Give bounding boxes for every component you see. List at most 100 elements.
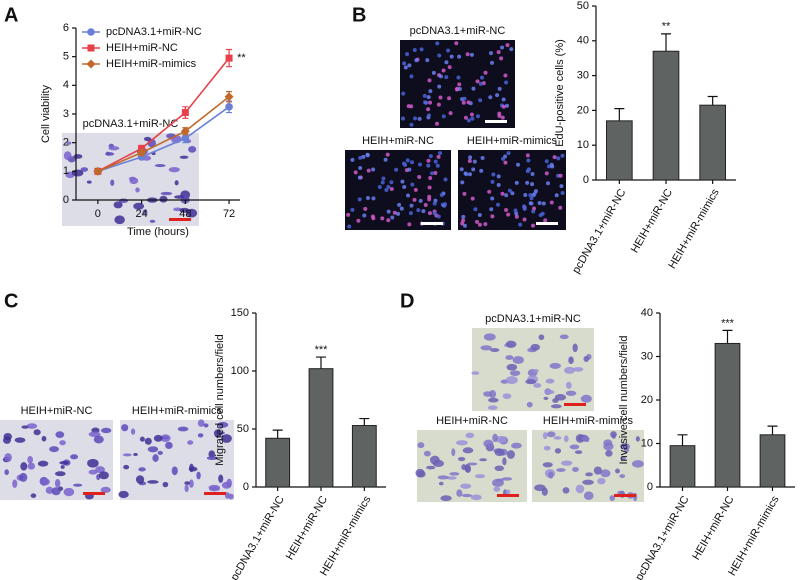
cell [449,472,460,476]
cell [174,195,185,199]
cell [224,492,230,499]
error-bar [359,417,370,426]
panel-label: B [352,4,366,26]
cell [380,216,385,221]
cell [565,381,572,389]
y-axis-label: Cell viability [40,84,52,143]
cell [494,448,505,457]
y-tick-label: 4 [63,79,69,91]
cell [509,370,521,376]
cell [463,115,468,120]
cell [600,469,611,478]
cell [357,175,362,180]
y-tick-label: 0 [63,194,69,206]
cell [189,479,194,488]
cell [560,153,565,158]
cell [470,494,482,501]
cell [479,168,484,173]
cell [26,423,38,429]
error-bar [661,33,671,52]
cell [187,440,194,445]
cell [449,54,454,59]
cell [463,171,468,176]
cell [12,479,18,488]
cell [469,52,474,57]
cell [474,219,479,224]
cell [489,390,497,399]
micrograph-caption: HEIH+miR-NC [436,415,508,427]
cell [581,436,590,441]
micrograph-caption: HEIH+miR-NC [21,405,93,417]
cell [460,180,465,185]
cell [19,472,28,482]
micrograph-caption: HEIH+miR-mimics [467,135,558,147]
cell [572,466,579,472]
cell [562,487,570,494]
cell [389,187,394,192]
cell [123,464,130,470]
cell [66,141,72,145]
cell [497,111,502,116]
cell [433,171,438,176]
cell [409,203,414,208]
cell [203,423,209,428]
cell [454,87,459,92]
cell [615,468,620,474]
cell [426,158,431,163]
cell [496,182,501,187]
cell [456,440,468,446]
micrograph [458,150,566,230]
cell [363,206,368,211]
cell [426,163,431,168]
cell [59,440,66,446]
scale-bar [169,218,191,221]
cell [149,219,156,223]
cell [471,86,476,91]
annotation: *** [721,317,735,329]
cell [157,450,163,456]
cell [465,432,475,439]
cell [544,159,549,164]
y-tick-label: 0 [647,481,653,493]
micrograph-caption: HEIH+miR-mimics [543,415,634,427]
cell [501,97,506,102]
cell [545,378,555,384]
scale-bar [497,494,519,497]
cell [461,464,467,471]
cell [496,174,501,179]
cell [501,477,513,481]
cell [545,181,550,186]
legend-label: pcDNA3.1+miR-NC [106,26,202,38]
cell [400,179,405,184]
cell [93,435,104,444]
cell [605,450,613,457]
cell [514,211,519,216]
error-bar [677,434,688,446]
cell [456,489,463,497]
cell [436,214,441,219]
cell [221,434,232,443]
cell [457,82,462,87]
cell [162,481,169,488]
cell [27,462,36,470]
cell [432,459,445,467]
y-tick-label: 3 [63,108,69,120]
cell [471,371,480,375]
cell [556,468,566,472]
cell [483,70,488,75]
cell [121,424,129,432]
cell [390,215,395,220]
cell [492,433,498,443]
cell [533,383,542,388]
x-tick-label: 24 [135,208,147,220]
cell [218,474,224,483]
cell [514,214,519,219]
cell [41,435,47,442]
cell [365,152,370,157]
cell [593,466,602,475]
cell [473,207,478,212]
cell [489,207,494,212]
cell [467,462,478,466]
cell [505,489,511,495]
x-tick-label: HEIH+miR-NC [690,494,736,562]
